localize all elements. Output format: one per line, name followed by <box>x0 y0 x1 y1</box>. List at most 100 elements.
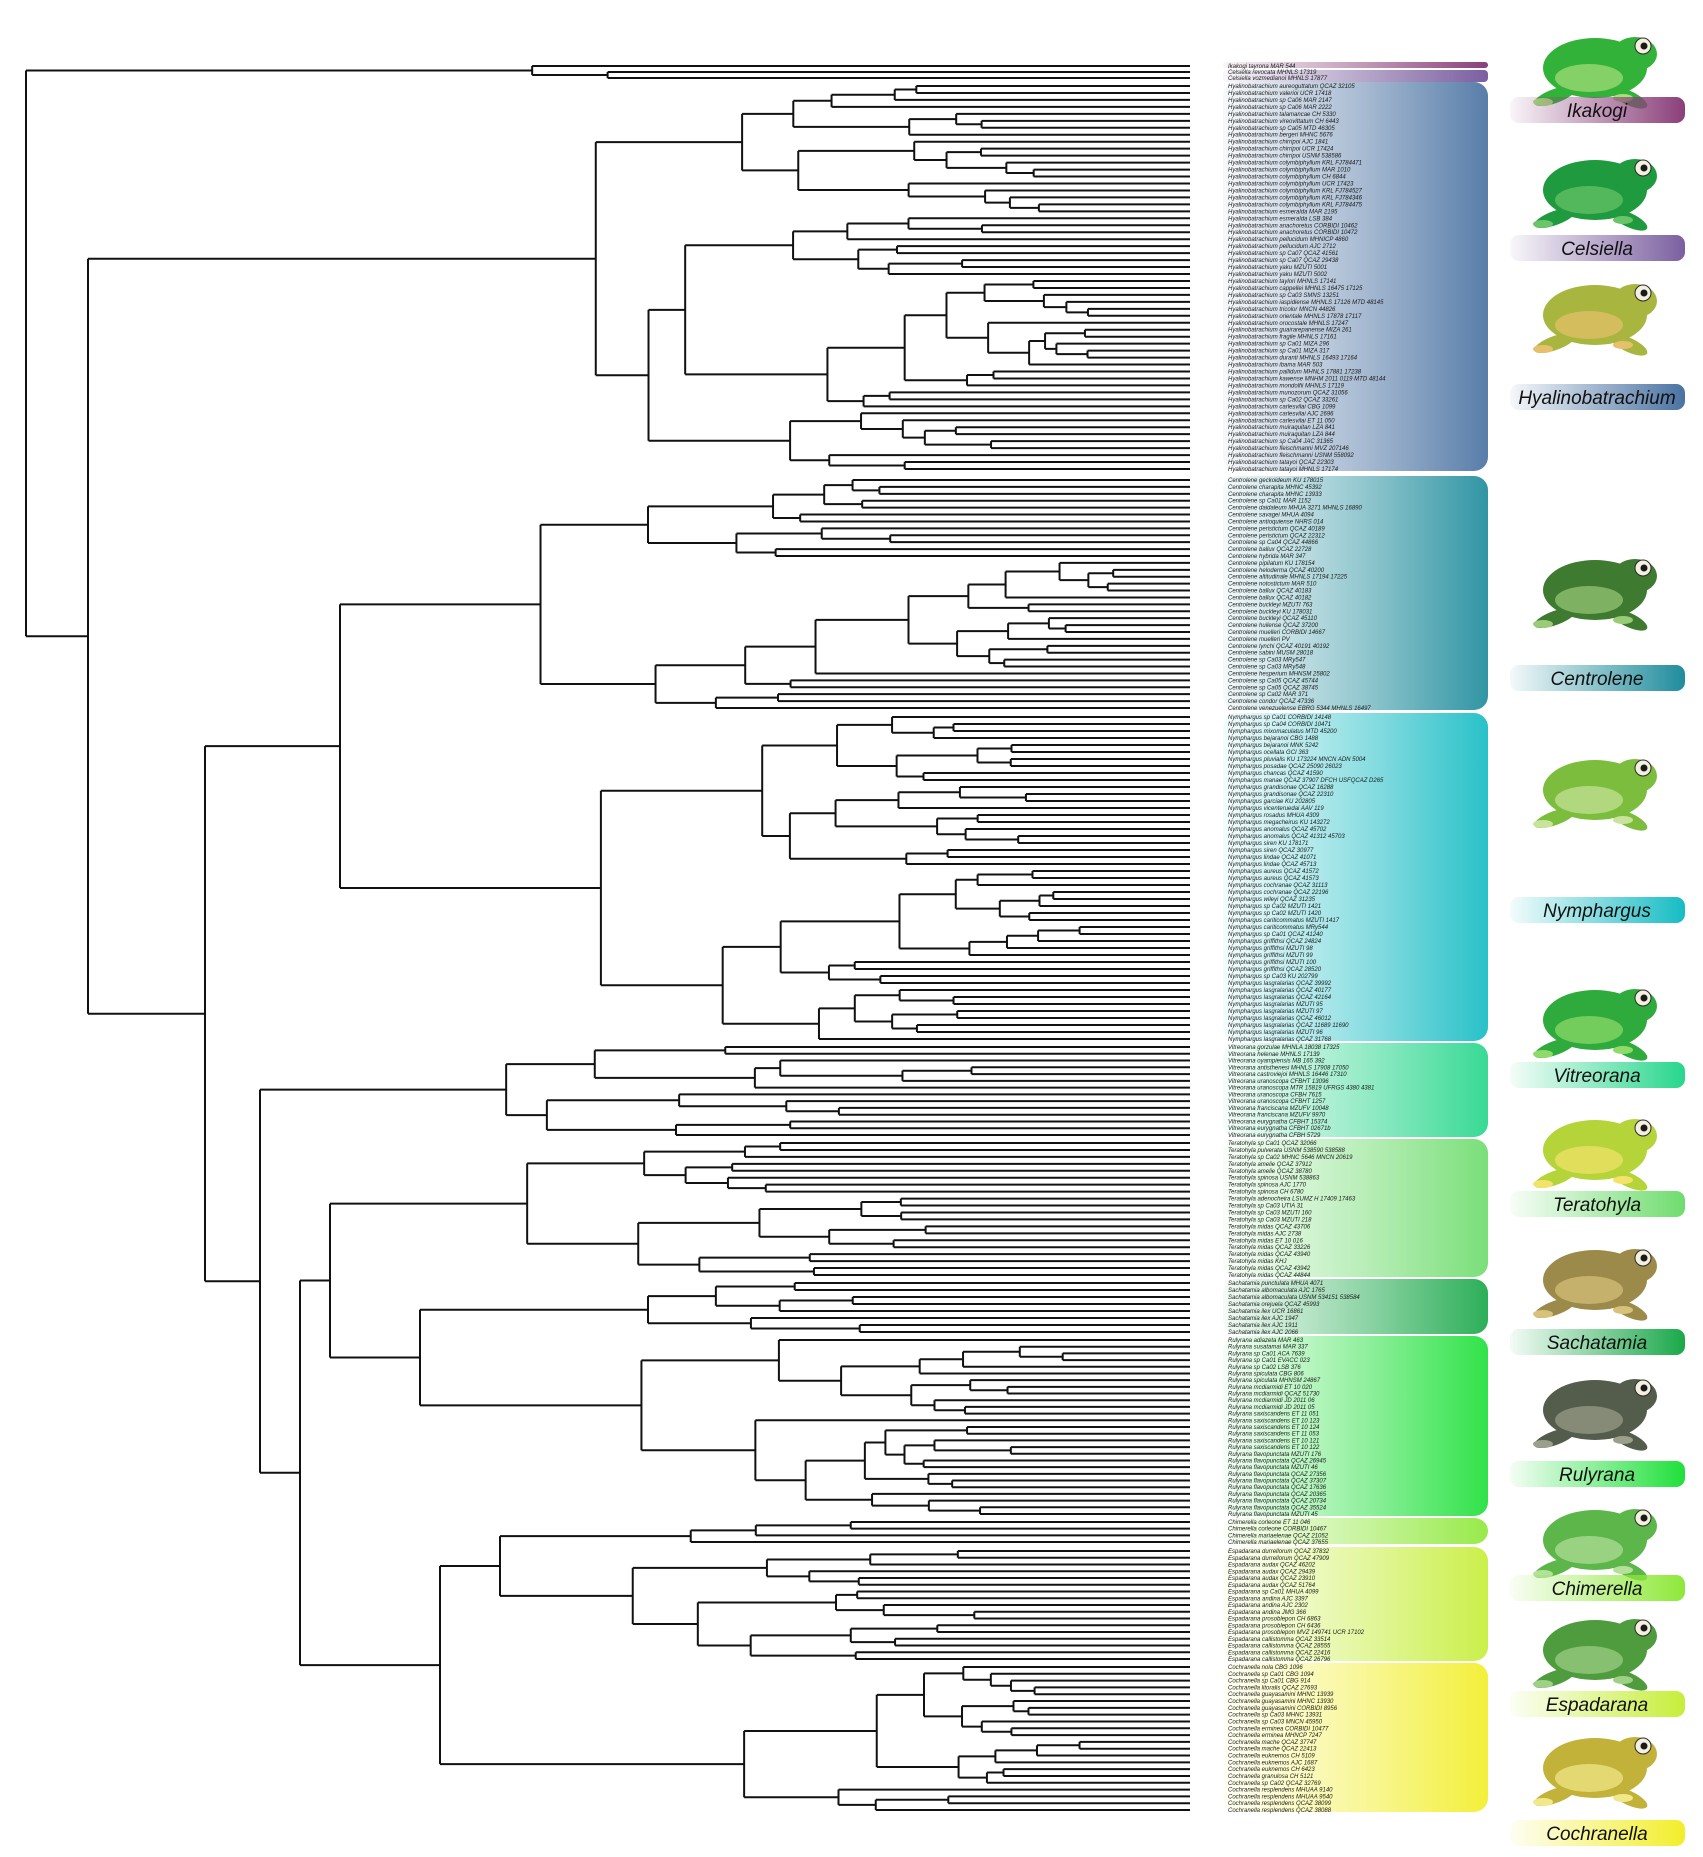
tip-label: Centrolene sp Ca03 MRy547 <box>1228 658 1306 664</box>
tip-label: Rulyrana flavopunctata QCAZ 27356 <box>1228 1472 1327 1478</box>
tip-label: Cochranella litoralis QCAZ 27693 <box>1228 1685 1318 1691</box>
tip-label: Nymphargus bejaranoi MNK 5242 <box>1228 743 1319 749</box>
tip-label: Nymphargus griffithsi MZUTI 100 <box>1228 960 1317 966</box>
genus-tag-cochranella <box>1510 1820 1685 1846</box>
tip-label: Nymphargus sp Ca03 KU 202799 <box>1228 974 1318 980</box>
tip-label: Sachatamia ilex UCR 16861 <box>1228 1309 1303 1315</box>
tip-label: Teratohyla midas QCAZ 43942 <box>1228 1266 1311 1272</box>
tip-label: Chimerella corleone ET 11 046 <box>1228 1520 1311 1526</box>
tip-label: Hyalinobatrachium guairarepanense MIZA 2… <box>1228 328 1352 334</box>
tip-label: Cochranella mache QCAZ 37747 <box>1228 1740 1317 1746</box>
genus-tag-label: Cochranella <box>1546 1824 1647 1845</box>
tip-label: Hyalinobatrachium mondolfii MHNLS 17119 <box>1228 383 1345 389</box>
tip-label: Ikakogi tayrona MAR 544 <box>1228 64 1296 70</box>
tip-label: Centrolene antioquiense NHRS 014 <box>1228 519 1324 525</box>
genus-tag-label: Chimerella <box>1552 1579 1643 1600</box>
tip-label: Nymphargus vicenteruedai AAV 119 <box>1228 806 1324 812</box>
tip-label: Rulyrana susatamai MAR 337 <box>1228 1345 1308 1351</box>
tip-label: Hyalinobatrachium chirripoi AJC 1841 <box>1228 140 1328 146</box>
tip-label: Hyalinobatrachium muiraquitan LZA 841 <box>1228 425 1335 431</box>
tip-label: Hyalinobatrachium orocostale MHNLS 17247 <box>1228 321 1349 327</box>
tip-label: Nymphargus sp Ca02 MZUTI 1421 <box>1228 904 1321 910</box>
tip-label: Nymphargus anomalus QCAZ 41312 45703 <box>1228 834 1345 840</box>
tip-label: Nymphargus megacheirus KU 143272 <box>1228 820 1330 826</box>
tip-label: Rulyrana flavopunctata QCAZ 37307 <box>1228 1479 1327 1485</box>
tip-label: Centrolene buckleyi QCAZ 45110 <box>1228 616 1318 622</box>
tip-label: Hyalinobatrachium munozorum QCAZ 31056 <box>1228 390 1348 396</box>
tip-label: Hyalinobatrachium esmeralda MAR 2195 <box>1228 209 1338 215</box>
tip-label: Centrolene peristictum QCAZ 40189 <box>1228 526 1325 532</box>
tip-label: Hyalinobatrachium taylori MHNLS 17141 <box>1228 279 1336 285</box>
tip-label: Rulyrana saxiscandens ET 10 123 <box>1228 1418 1320 1424</box>
tip-label: Hyalinobatrachium tatayoi QCAZ 22303 <box>1228 460 1334 466</box>
tip-label: Cochranella euknemos AJC 1687 <box>1228 1760 1318 1766</box>
tip-label: Centrolene huilense QCAZ 37200 <box>1228 623 1319 629</box>
tip-label: Nymphargus lasgralarias MZUTI 96 <box>1228 1030 1323 1036</box>
tip-label: Cochranella erminea MHNCP 7247 <box>1228 1733 1322 1739</box>
tip-label: Hyalinobatrachium valerioi UCR 17418 <box>1228 91 1332 97</box>
tip-label: Cochranella sp Ca02 QCAZ 32769 <box>1228 1781 1321 1787</box>
tip-label: Nymphargus cariticommatus MRy544 <box>1228 925 1329 931</box>
tip-label: Teratohyla spinosa CH 6780 <box>1228 1190 1304 1196</box>
tip-label: Rulyrana flavopunctata QCAZ 20365 <box>1228 1492 1327 1498</box>
tip-label: Hyalinobatrachium sp Ca07 QCAZ 29438 <box>1228 258 1339 264</box>
clade-band-vitreorana <box>1223 1043 1488 1137</box>
clade-band-teratohyla <box>1223 1139 1488 1277</box>
tip-label: Hyalinobatrachium colymbiphyllum MAR 101… <box>1228 168 1351 174</box>
tip-label: Teratohyla pulverata USNM 538590 538588 <box>1228 1148 1346 1154</box>
tip-label: Hyalinobatrachium tricolor MNCN 44826 <box>1228 307 1336 313</box>
frog-photo-cochranella <box>1533 1737 1657 1809</box>
tip-label: Centrolene muelleri PV <box>1228 637 1291 643</box>
genus-tag-vitreorana <box>1510 1062 1685 1088</box>
tip-label: Hyalinobatrachium pellucidum MHNICP 4860 <box>1228 237 1349 243</box>
tip-label: Sachatamia ilex AJC 1947 <box>1228 1316 1299 1322</box>
tip-label: Hyalinobatrachium carlesvilai CBG 1099 <box>1228 404 1336 410</box>
tip-label: Centrolene sabini MUSM 28018 <box>1228 651 1314 657</box>
tip-label: Nymphargus aureus QCAZ 41573 <box>1228 876 1319 882</box>
clade-band-hyalinobatrachium <box>1223 82 1488 471</box>
clade-band-celsiella <box>1223 70 1488 82</box>
tip-label: Vitreorana antisthenesi MHNLS 17908 1705… <box>1228 1065 1349 1071</box>
genus-tag-label: Espadarana <box>1546 1695 1648 1716</box>
tip-label: Teratohyla spinosa AJC 1770 <box>1228 1183 1307 1189</box>
tip-label: Teratohyla midas ET 10 016 <box>1228 1238 1303 1244</box>
tip-label: Sachatamia ilex AJC 1911 <box>1228 1323 1298 1329</box>
tip-label: Celsiella revocata MHNLS 17319 <box>1228 70 1317 76</box>
tip-label: Hyalinobatrachium colymbiphyllum KRL FJ7… <box>1228 195 1363 201</box>
tip-label: Teratohyla amelie QCAZ 38780 <box>1228 1169 1312 1175</box>
tip-label: Rulyrana flavopunctata MZUTI 176 <box>1228 1452 1322 1458</box>
tip-label: Rulyrana sp Ca01 ACA 7639 <box>1228 1351 1305 1357</box>
tip-label: Vitreorana uranoscopa CFBHT 1257 <box>1228 1099 1326 1105</box>
genus-tag-espadarana <box>1510 1691 1685 1717</box>
tip-label: Nymphargus chancas QCAZ 41590 <box>1228 771 1323 777</box>
tip-label: Nymphargus griffithsi QCAZ 28520 <box>1228 967 1322 973</box>
tip-label: Nymphargus lasgralarias QCAZ 11689 11690 <box>1228 1023 1349 1029</box>
tip-label: Rulyrana saxiscandens ET 11 051 <box>1228 1412 1319 1418</box>
tip-label: Teratohyla midas KHJ <box>1228 1259 1287 1265</box>
tip-label: Centrolene savagei MHUA 4094 <box>1228 513 1314 519</box>
tip-label: Centrolene charapita MHNC 13933 <box>1228 492 1322 498</box>
tip-label: Cochranella guayasamini MHNC 13939 <box>1228 1692 1334 1698</box>
tip-label: Teratohyla midas QCAZ 43706 <box>1228 1224 1311 1230</box>
tip-label: Espadarana callistomma QCAZ 28555 <box>1228 1644 1331 1650</box>
genus-tag-chimerella <box>1510 1575 1685 1601</box>
tip-label: Hyalinobatrachium sp Ca06 MAR 2222 <box>1228 105 1332 111</box>
tip-label: Hyalinobatrachium iaspidiense MHNLS 1712… <box>1228 300 1384 306</box>
tip-label: Hyalinobatrachium pallidum MHNLS 17881 1… <box>1228 370 1362 376</box>
tip-label: Nymphargus griffithsi MZUTI 99 <box>1228 953 1313 959</box>
tip-label: Centrolene ballux QCAZ 40183 <box>1228 589 1312 595</box>
tip-label: Centrolene muelleri CORBIDI 14667 <box>1228 630 1326 636</box>
genus-tag-nymphargus <box>1510 897 1685 923</box>
tip-label: Cochranella resplendens QCAZ 38088 <box>1228 1808 1332 1814</box>
tip-label: Nymphargus griffithsi MZUTI 98 <box>1228 946 1313 952</box>
tip-label: Nymphargus mixomaculatus MTD 45200 <box>1228 729 1337 735</box>
tip-label: Hyalinobatrachium vireovittatum CH 6443 <box>1228 119 1339 125</box>
tip-label: Hyalinobatrachium sp Ca07 QCAZ 41561 <box>1228 251 1338 257</box>
tip-label: Nymphargus grandisonae QCAZ 16288 <box>1228 785 1334 791</box>
tip-label: Nymphargus lasgralarias MZUTI 95 <box>1228 1002 1323 1008</box>
frog-photo-vitreorana <box>1533 989 1657 1061</box>
tip-label: Hyalinobatrachium sp Ca06 MAR 2147 <box>1228 98 1332 104</box>
tip-label: Nymphargus sp Ca02 MZUTI 1420 <box>1228 911 1322 917</box>
tip-label: Nymphargus posadae QCAZ 25090 26023 <box>1228 764 1342 770</box>
frog-photo-hyalinobatrachium <box>1533 284 1657 356</box>
